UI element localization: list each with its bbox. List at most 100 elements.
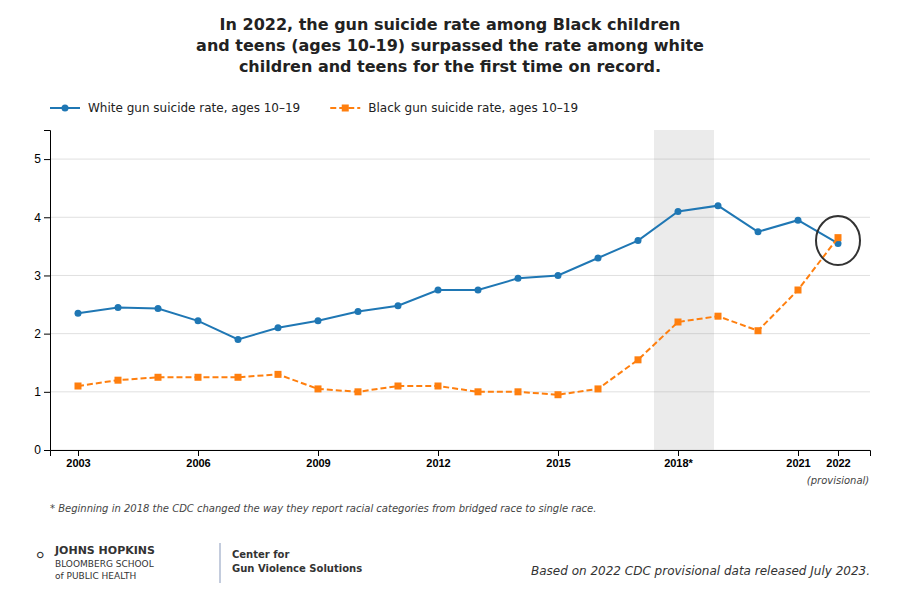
- x-tick: 2018*: [664, 450, 693, 469]
- series-point: [595, 385, 602, 392]
- series-point: [635, 356, 642, 363]
- series-point: [475, 287, 482, 294]
- series-point: [675, 319, 682, 326]
- grid-line: [50, 159, 870, 160]
- y-tick-mark: [44, 217, 50, 218]
- x-tick-mark: [318, 450, 319, 456]
- source: Based on 2022 CDC provisional data relea…: [531, 564, 870, 578]
- series-point: [555, 391, 562, 398]
- legend-label: Black gun suicide rate, ages 10–19: [368, 101, 578, 115]
- x-tick-mark: [198, 450, 199, 456]
- x-tick: 2006: [186, 450, 210, 469]
- series-point: [75, 383, 82, 390]
- y-tick: 3: [34, 269, 50, 283]
- x-tick: 2022: [826, 450, 850, 469]
- y-tick-label: 1: [34, 385, 41, 399]
- title-line: children and teens for the first time on…: [239, 57, 661, 76]
- title-line: and teens (ages 10-19) surpassed the rat…: [196, 36, 704, 55]
- y-tick-label: 0: [34, 443, 41, 457]
- credit: Center for: [232, 549, 289, 560]
- series-point: [635, 237, 642, 244]
- series-point: [835, 234, 842, 241]
- legend: White gun suicide rate, ages 10–19 Black …: [50, 101, 578, 115]
- credit: Gun Violence Solutions: [232, 563, 362, 574]
- x-axis-line: [51, 451, 871, 457]
- y-tick-label: 3: [34, 269, 41, 283]
- title-line: In 2022, the gun suicide rate among Blac…: [220, 15, 681, 34]
- series-point: [235, 374, 242, 381]
- y-tick: 5: [34, 152, 50, 166]
- series-point: [275, 371, 282, 378]
- series-point: [355, 388, 362, 395]
- series-point: [275, 324, 282, 331]
- shaded-region: [654, 130, 714, 450]
- x-tick-label: 2009: [306, 457, 330, 469]
- x-tick-label: 2006: [186, 457, 210, 469]
- series-point: [155, 374, 162, 381]
- x-tick-mark: [558, 450, 559, 456]
- series-point: [475, 388, 482, 395]
- legend-label: White gun suicide rate, ages 10–19: [88, 101, 300, 115]
- chart: In 2022, the gun suicide rate among Blac…: [0, 0, 900, 600]
- y-tick-mark: [44, 392, 50, 393]
- x-tick-label: 2003: [66, 457, 90, 469]
- series-point: [315, 317, 322, 324]
- y-tick-label: 5: [34, 152, 41, 166]
- credit: of PUBLIC HEALTH: [55, 571, 136, 581]
- x-tick: 2009: [306, 450, 330, 469]
- series-line: [78, 238, 838, 395]
- annotation: (provisional): [807, 475, 869, 486]
- series-point: [75, 310, 82, 317]
- credit: BLOOMBERG SCHOOL: [55, 559, 154, 569]
- y-axis-line: [44, 131, 51, 451]
- x-tick: 2015: [546, 450, 570, 469]
- legend-item: White gun suicide rate, ages 10–19: [50, 101, 300, 115]
- credit: JOHNS HOPKINS: [54, 544, 155, 557]
- y-tick: 4: [34, 211, 50, 225]
- series-point: [195, 317, 202, 324]
- x-tick: 2012: [426, 450, 450, 469]
- series-point: [755, 327, 762, 334]
- y-tick-label: 4: [34, 211, 41, 225]
- grid-line: [50, 217, 870, 218]
- series-point: [515, 275, 522, 282]
- series-point: [395, 302, 402, 309]
- y-axis: 0 1 2 3 4 5: [34, 131, 50, 458]
- series-point: [715, 202, 722, 209]
- series-point: [115, 304, 122, 311]
- legend-item: Black gun suicide rate, ages 10–19: [330, 101, 578, 115]
- series-point: [115, 377, 122, 384]
- series-point: [315, 385, 322, 392]
- series-point: [195, 374, 202, 381]
- series-point: [155, 305, 162, 312]
- series-point: [355, 308, 362, 315]
- x-tick: 2003: [66, 450, 90, 469]
- x-tick-mark: [438, 450, 439, 456]
- y-tick-mark: [44, 275, 50, 276]
- series-point: [755, 228, 762, 235]
- x-tick-mark: [838, 450, 839, 456]
- x-tick-mark: [78, 450, 79, 456]
- y-tick-label: 2: [34, 327, 41, 341]
- grid-line: [50, 275, 870, 276]
- x-tick-label: 2018*: [664, 457, 693, 469]
- y-tick: 1: [34, 385, 50, 399]
- x-tick-label: 2021: [786, 457, 810, 469]
- series-point: [235, 336, 242, 343]
- x-tick-label: 2015: [546, 457, 570, 469]
- y-tick: 0: [34, 443, 50, 457]
- series-point: [435, 287, 442, 294]
- x-tick: 2021: [786, 450, 810, 469]
- plot-area: [75, 130, 861, 450]
- series-point: [675, 208, 682, 215]
- legend-marker: [62, 105, 69, 112]
- x-axis: 2003 2006 2009 2012 2015 2018* 2021 2022: [51, 450, 871, 469]
- series-point: [715, 313, 722, 320]
- series-point: [555, 272, 562, 279]
- x-tick-mark: [798, 450, 799, 456]
- series-point: [795, 287, 802, 294]
- grid-line: [50, 391, 870, 392]
- legend-marker: [342, 105, 349, 112]
- grid: [50, 159, 870, 450]
- title: In 2022, the gun suicide rate among Blac…: [196, 15, 704, 76]
